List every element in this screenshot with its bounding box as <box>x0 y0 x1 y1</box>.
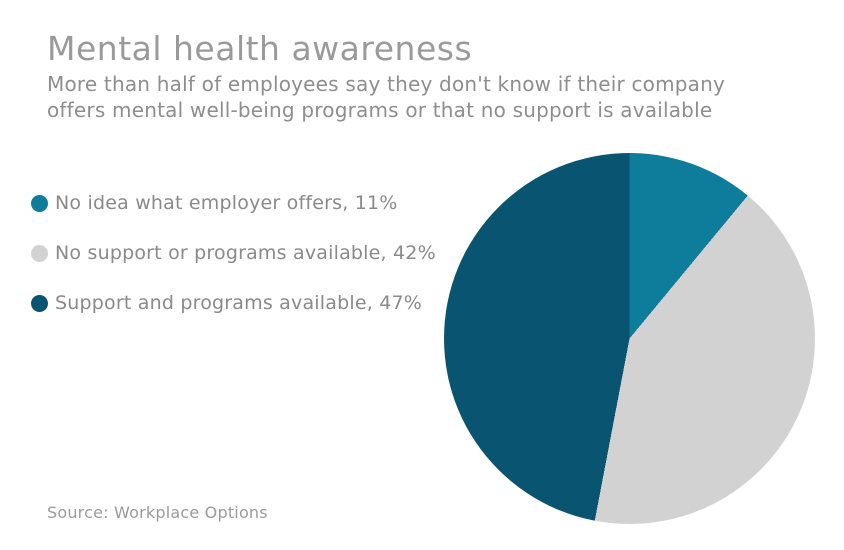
legend: No idea what employer offers, 11% No sup… <box>31 192 436 314</box>
chart-title: Mental health awareness <box>47 29 473 68</box>
chart-subtitle-line-2: offers mental well-being programs or tha… <box>47 98 713 122</box>
legend-item-label: No support or programs available, 42% <box>55 242 436 264</box>
legend-bullet-icon <box>31 244 48 262</box>
source-note: Source: Workplace Options <box>47 503 268 522</box>
legend-item: No support or programs available, 42% <box>31 242 436 264</box>
legend-item: No idea what employer offers, 11% <box>31 192 436 214</box>
pie-chart <box>444 153 815 524</box>
legend-bullet-icon <box>31 294 48 312</box>
legend-item-label: Support and programs available, 47% <box>55 292 423 314</box>
chart-subtitle: More than half of employees say they don… <box>47 71 807 123</box>
legend-item-label: No idea what employer offers, 11% <box>55 192 398 214</box>
legend-item: Support and programs available, 47% <box>31 292 436 314</box>
chart-subtitle-line-1: More than half of employees say they don… <box>47 72 726 96</box>
legend-bullet-icon <box>31 194 48 212</box>
